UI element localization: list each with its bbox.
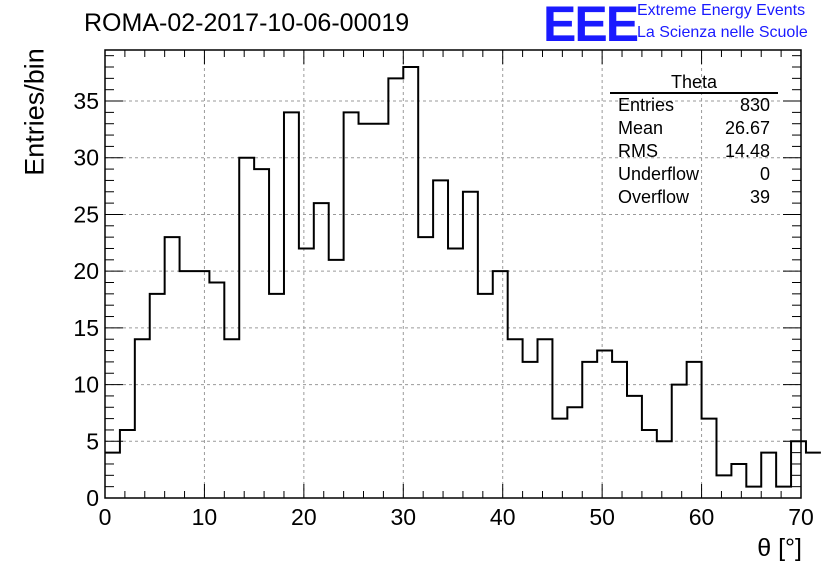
stats-value: 26.67: [724, 118, 770, 138]
histogram-bar: [642, 430, 657, 498]
y-tick-label: 15: [73, 315, 99, 341]
histogram-bar: [776, 487, 791, 498]
stats-value: 39: [749, 187, 770, 207]
stats-title: Theta: [610, 72, 778, 94]
y-tick-label: 30: [73, 145, 99, 171]
histogram-bar: [135, 339, 150, 498]
tick-labels: 0 10 20 30 40 50 60 70 0 5 10 15 20 25 30 35: [73, 88, 813, 530]
grid-lines: [105, 50, 801, 498]
histogram-bar: [403, 67, 418, 498]
stats-label: Entries: [618, 95, 675, 115]
histogram-bar: [165, 237, 180, 498]
y-tick-label: 10: [73, 372, 99, 398]
stats-label: RMS: [618, 141, 658, 161]
histogram-bar: [687, 362, 702, 498]
histogram-bar: [567, 407, 582, 498]
stats-row-mean: Mean 26.67: [610, 117, 778, 140]
x-tick-label: 60: [689, 504, 715, 530]
histogram-bar: [672, 385, 687, 498]
stats-value: 14.48: [724, 141, 770, 161]
plot-frame: [104, 49, 802, 499]
histogram-bar: [284, 112, 299, 498]
stats-box: Theta Entries 830 Mean 26.67 RMS 14.48 U…: [610, 72, 778, 209]
histogram-bar: [716, 475, 731, 498]
histogram-bars: [105, 66, 821, 498]
histogram-bar: [150, 294, 165, 498]
histogram-bar: [448, 248, 463, 498]
histogram-bar: [612, 362, 627, 498]
histogram-bar: [538, 339, 553, 498]
histogram-bar: [552, 419, 567, 498]
x-tick-label: 10: [192, 504, 218, 530]
x-tick-label: 40: [490, 504, 516, 530]
histogram-bar: [344, 112, 359, 498]
stats-value: 830: [739, 95, 770, 115]
histogram-bar: [433, 180, 448, 498]
histogram-bar: [478, 294, 493, 498]
histogram-bar: [373, 124, 388, 498]
histogram-bar: [269, 294, 284, 498]
histogram-bar: [329, 260, 344, 498]
histogram-outline: [105, 66, 821, 488]
histogram-bar: [523, 362, 538, 498]
histogram-bar: [791, 441, 806, 498]
histogram-bar: [299, 248, 314, 498]
y-tick-label: 20: [73, 258, 99, 284]
histogram-bar: [702, 419, 717, 498]
x-tick-label: 30: [390, 504, 416, 530]
histogram-bar: [359, 124, 374, 498]
histogram-bar: [806, 453, 821, 498]
stats-label: Mean: [618, 118, 664, 138]
histogram-bar: [224, 339, 239, 498]
histogram-bar: [597, 351, 612, 498]
y-tick-label: 25: [73, 201, 99, 227]
x-tick-label: 20: [291, 504, 317, 530]
chart-title: ROMA-02-2017-10-06-00019: [84, 9, 410, 37]
x-axis-label: θ [°]: [757, 534, 802, 562]
logo-line-1: Extreme Energy Events: [637, 2, 806, 19]
stats-row-overflow: Overflow 39: [610, 186, 778, 209]
histogram-bar: [120, 430, 135, 498]
stats-row-rms: RMS 14.48: [610, 140, 778, 163]
x-tick-label: 0: [99, 504, 112, 530]
histogram-bar: [746, 487, 761, 498]
histogram-bar: [418, 237, 433, 498]
eee-logo: EEE: [543, 0, 639, 52]
stats-row-entries: Entries 830: [610, 94, 778, 117]
histogram-bar: [314, 203, 329, 498]
histogram-bar: [761, 453, 776, 498]
stats-label: Overflow: [618, 187, 690, 207]
histogram-bar: [627, 396, 642, 498]
histogram-bar: [254, 169, 269, 498]
y-tick-label: 5: [86, 428, 99, 454]
stats-row-underflow: Underflow 0: [610, 163, 778, 186]
histogram-bar: [180, 271, 195, 498]
histogram-bar: [731, 464, 746, 498]
histogram-bar: [388, 78, 403, 498]
y-tick-label: 35: [73, 88, 99, 114]
histogram-bar: [209, 283, 224, 498]
histogram-bar: [582, 362, 597, 498]
x-tick-label: 70: [788, 504, 814, 530]
x-tick-label: 50: [589, 504, 615, 530]
logo-line-2: La Scienza nelle Scuole: [637, 24, 808, 41]
y-tick-label: 0: [86, 485, 99, 511]
histogram-bar: [508, 339, 523, 498]
stats-value: 0: [759, 164, 770, 184]
histogram-bar: [657, 441, 672, 498]
y-axis-label: Entries/bin: [19, 48, 50, 176]
histogram-bar: [463, 192, 478, 498]
stats-label: Underflow: [618, 164, 700, 184]
